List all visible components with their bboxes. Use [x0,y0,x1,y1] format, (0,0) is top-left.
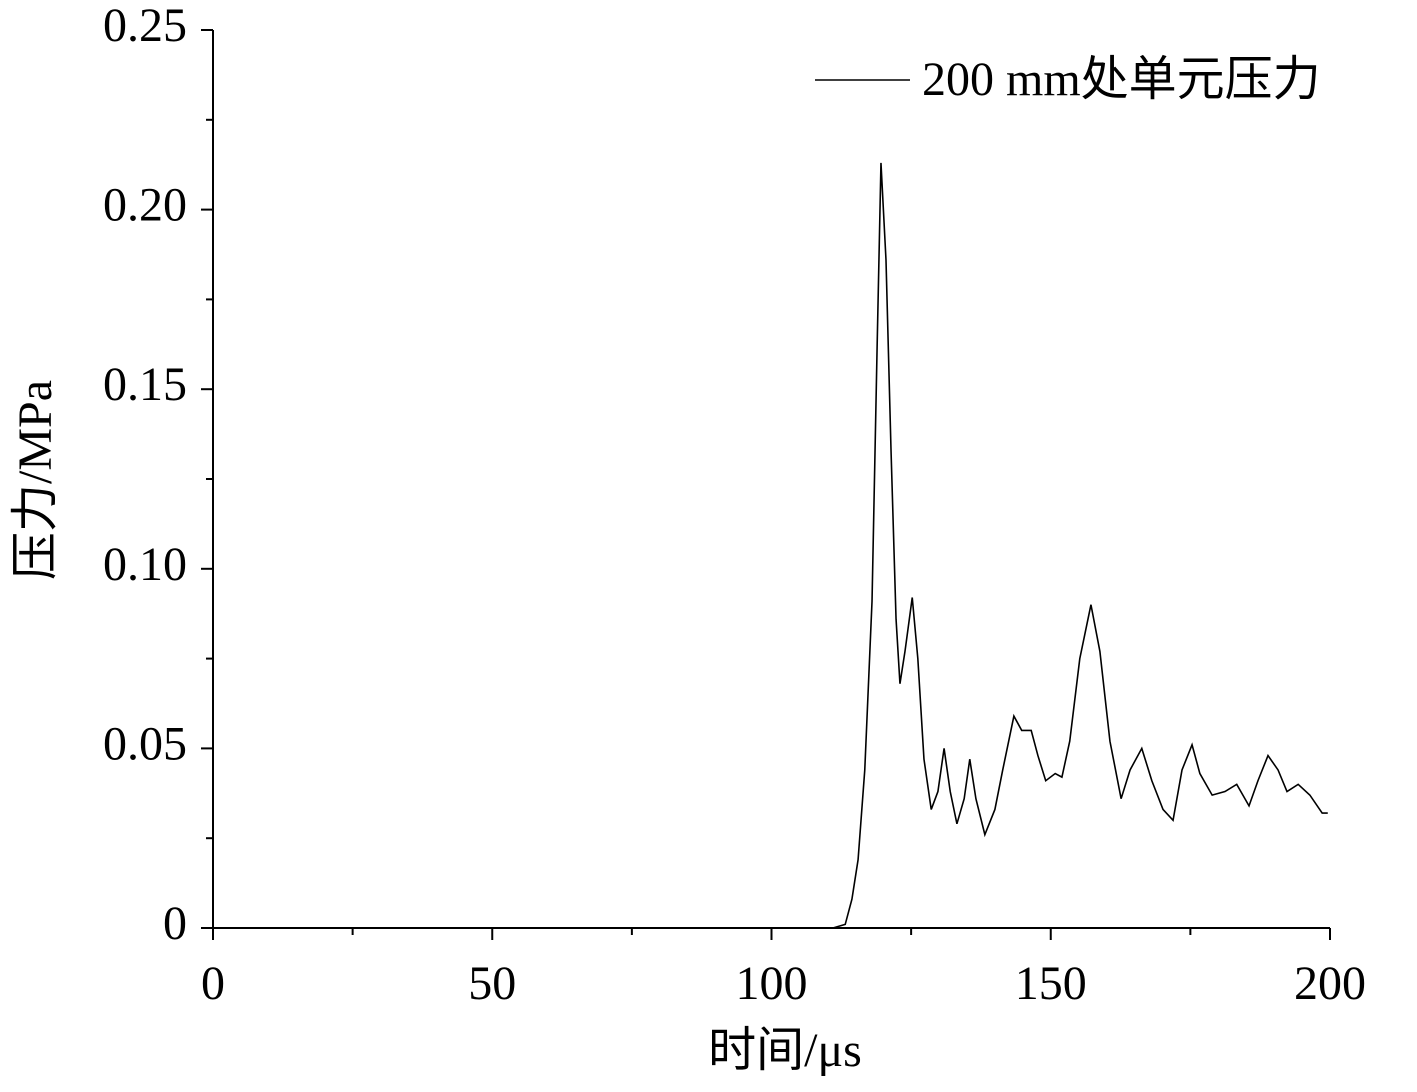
y-tick-label: 0.15 [103,358,187,411]
legend-label: 200 mm处单元压力 [922,53,1321,106]
data-line [213,162,1328,929]
y-tick-label: 0.25 [103,0,187,52]
y-tick-label: 0.05 [103,717,187,770]
x-tick-label: 100 [736,957,808,1010]
x-axis-label: 时间/μs [708,1024,862,1077]
x-tick-label: 0 [201,957,225,1010]
y-tick-label: 0.10 [103,538,187,591]
x-tick-label: 150 [1015,957,1087,1010]
y-tick-label: 0 [163,897,187,950]
x-tick-label: 200 [1294,957,1366,1010]
y-tick-label: 0.20 [103,179,187,232]
y-axis-label: 压力/MPa [9,380,62,580]
x-tick-label: 50 [468,957,516,1010]
